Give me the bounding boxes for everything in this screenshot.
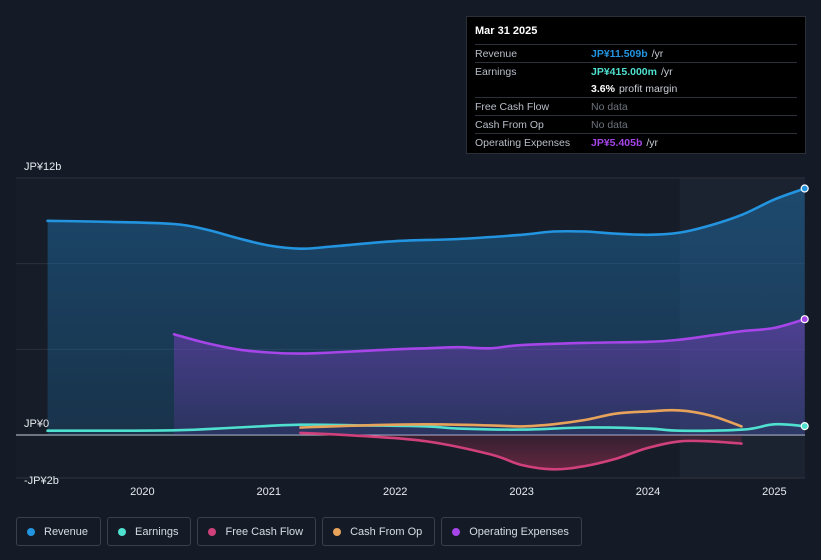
x-tick-label: 2024 <box>636 486 660 498</box>
tooltip-row-label: Cash From Op <box>475 118 544 131</box>
legend-item-free-cash-flow[interactable]: Free Cash Flow <box>197 517 317 546</box>
tooltip-row: Operating Expenses JP¥5.405b/yr <box>475 133 797 151</box>
tooltip-row-value: No data <box>591 100 628 113</box>
legend-dot-icon <box>27 527 35 536</box>
tooltip-row: Free Cash Flow No data <box>475 97 797 115</box>
legend-item-earnings[interactable]: Earnings <box>107 517 192 546</box>
x-tick-label: 2023 <box>509 486 533 498</box>
free-cash-flow-line <box>299 431 743 471</box>
revenue-end-marker <box>800 184 809 193</box>
tooltip-row-unit: /yr <box>660 65 673 78</box>
legend-item-cash-from-op[interactable]: Cash From Op <box>322 517 436 546</box>
x-tick-label: 2021 <box>257 486 281 498</box>
legend-dot-icon <box>118 527 127 536</box>
tooltip-row: Earnings JP¥415.000m/yr <box>475 62 797 80</box>
legend-dot-icon <box>452 527 461 536</box>
tooltip-row-unit: profit margin <box>618 82 678 95</box>
legend-label: Cash From Op <box>350 525 423 538</box>
tooltip-row-label: Earnings <box>475 65 517 78</box>
tooltip-row: Cash From Op No data <box>475 115 797 133</box>
legend-label: Revenue <box>44 525 89 538</box>
operating-expenses-end-marker <box>800 315 809 324</box>
cash-from-op-line <box>299 408 743 429</box>
y-axis-label: JP¥0 <box>24 418 49 430</box>
tooltip-row-value: JP¥5.405b <box>591 136 643 149</box>
tooltip-row-value: JP¥415.000m <box>591 65 657 78</box>
tooltip-row-label: Free Cash Flow <box>475 100 550 113</box>
legend-item-operating-expenses[interactable]: Operating Expenses <box>441 517 582 546</box>
tooltip-row-value: JP¥11.509b <box>591 47 648 60</box>
legend-label: Operating Expenses <box>469 525 569 538</box>
tooltip-row-unit: /yr <box>646 136 659 149</box>
free-cash-flow-area <box>300 432 742 470</box>
tooltip-row-label: Revenue <box>475 47 518 60</box>
tooltip-row-unit: /yr <box>651 47 664 60</box>
x-tick-label: 2025 <box>762 486 786 498</box>
y-axis-label: JP¥12b <box>24 161 61 173</box>
legend-label: Free Cash Flow <box>225 525 304 538</box>
tooltip-row: Revenue JP¥11.509b/yr <box>475 44 797 62</box>
legend-dot-icon <box>208 527 217 536</box>
x-tick-label: 2020 <box>130 486 154 498</box>
legend-label: Earnings <box>135 525 179 538</box>
legend-dot-icon <box>333 527 342 536</box>
tooltip-date: Mar 31 2025 <box>475 25 538 37</box>
tooltip-row-value: No data <box>591 118 628 131</box>
tooltip-row-value: 3.6% <box>591 82 615 95</box>
tooltip-row: 3.6% profit margin <box>475 80 797 97</box>
data-tooltip: Mar 31 2025 Revenue JP¥11.509b/yr Earnings… <box>466 16 806 154</box>
y-axis-label: -JP¥2b <box>24 475 59 487</box>
x-tick-label: 2022 <box>383 486 407 498</box>
chart-legend: Revenue Earnings Free Cash Flow Cash From O… <box>16 517 582 546</box>
operating-expenses-line <box>172 317 806 355</box>
legend-item-revenue[interactable]: Revenue <box>16 517 102 546</box>
earnings-end-marker <box>800 422 809 431</box>
revenue-line <box>46 187 806 251</box>
tooltip-row-label: Operating Expenses <box>475 136 571 149</box>
earnings-line <box>46 422 806 433</box>
operating-expenses-area <box>174 319 805 435</box>
